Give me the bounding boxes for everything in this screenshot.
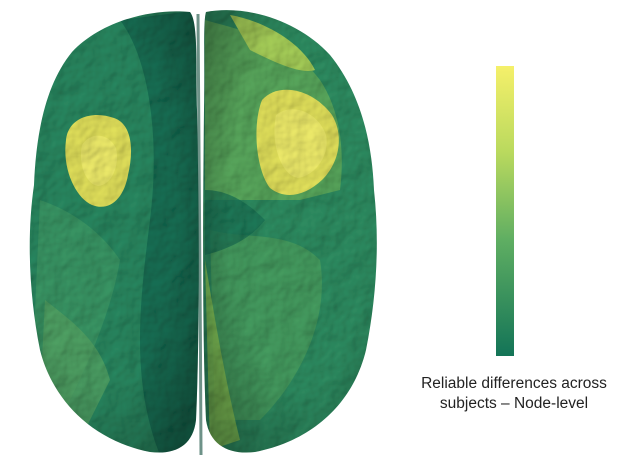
colorbar-label-line2: subjects – Node-level xyxy=(439,395,589,412)
colorbar-label-line1: Reliable differences across xyxy=(421,375,607,392)
colorbar xyxy=(496,66,514,356)
longitudinal-fissure xyxy=(196,13,203,456)
colorbar-label: Reliable differences across subjects – N… xyxy=(394,374,634,414)
right-hemisphere xyxy=(203,10,377,453)
left-hemisphere xyxy=(29,11,199,453)
